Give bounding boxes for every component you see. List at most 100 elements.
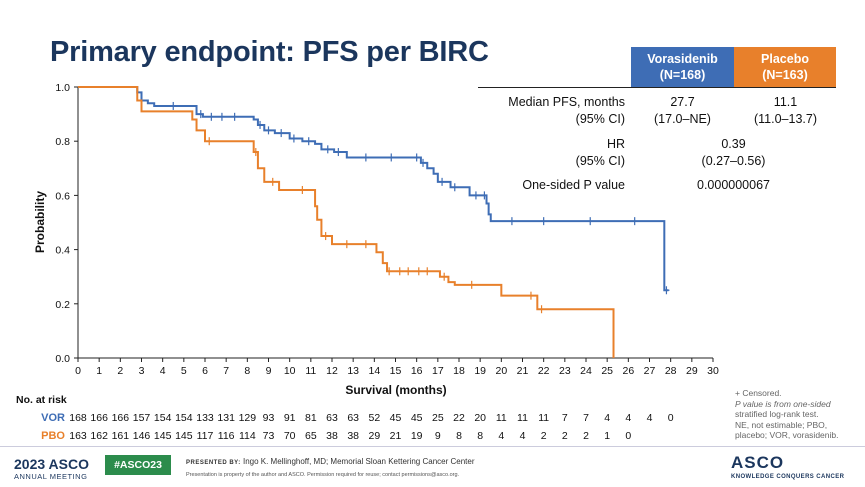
censor-mark-vor bbox=[208, 112, 215, 121]
censor-mark-vor bbox=[413, 153, 420, 162]
censor-mark-vor bbox=[631, 217, 638, 226]
at-risk-pbo-count: 146 bbox=[132, 430, 151, 442]
at-risk-vor-count: 0 bbox=[667, 412, 674, 424]
at-risk-vor-count: 52 bbox=[368, 412, 381, 424]
x-tick-label: 0 bbox=[75, 365, 81, 377]
censor-mark-pbo bbox=[386, 267, 393, 276]
y-tick-label: 0.4 bbox=[55, 245, 70, 257]
x-tick-label: 7 bbox=[223, 365, 229, 377]
hr-label: HR bbox=[606, 137, 625, 151]
x-tick-label: 6 bbox=[202, 365, 208, 377]
censor-mark-pbo bbox=[362, 240, 369, 249]
censor-mark-pbo bbox=[343, 240, 350, 249]
asco-tagline: KNOWLEDGE CONQUERS CANCER bbox=[731, 474, 845, 480]
y-tick-label: 0.0 bbox=[55, 353, 70, 365]
at-risk-vor-count: 133 bbox=[196, 412, 214, 424]
at-risk-vor-count: 129 bbox=[238, 412, 257, 424]
at-risk-vor-label: VOR bbox=[41, 412, 65, 424]
page-title: Primary endpoint: PFS per BIRC bbox=[50, 36, 489, 68]
at-risk-vor-count: 168 bbox=[69, 412, 87, 424]
at-risk-vor-count: 7 bbox=[583, 412, 589, 424]
censor-mark-pbo bbox=[424, 267, 431, 276]
censor-mark-vor bbox=[278, 129, 285, 138]
x-tick-label: 10 bbox=[284, 365, 296, 377]
x-tick-label: 30 bbox=[707, 365, 719, 377]
at-risk-pbo-count: 65 bbox=[304, 430, 317, 442]
hr-ci-label: (95% CI) bbox=[575, 154, 625, 168]
km-curve-vor bbox=[78, 86, 669, 292]
hr-value: 0.39 bbox=[721, 137, 746, 151]
censor-mark-vor bbox=[362, 153, 369, 162]
at-risk-vor-count: 7 bbox=[561, 412, 568, 424]
median-pfs-ci-label: (95% CI) bbox=[575, 112, 625, 126]
censor-mark-vor bbox=[439, 177, 446, 186]
censor-mark-vor bbox=[170, 101, 177, 110]
censor-mark-pbo bbox=[322, 232, 329, 241]
p-value-label: One-sided P value bbox=[522, 178, 625, 192]
x-tick-label: 13 bbox=[347, 365, 359, 377]
censor-mark-vor bbox=[290, 134, 297, 143]
pbo-median-ci: (11.0–13.7) bbox=[753, 112, 817, 126]
at-risk-pbo-count: 9 bbox=[434, 430, 441, 442]
at-risk-pbo-count: 4 bbox=[519, 430, 526, 442]
at-risk-pbo-count: 29 bbox=[368, 430, 381, 442]
pbo-median-pfs: 11.1 bbox=[773, 95, 798, 109]
at-risk-vor-count: 166 bbox=[90, 412, 108, 424]
at-risk-pbo-count: 145 bbox=[175, 430, 193, 442]
at-risk-pbo-count: 38 bbox=[326, 430, 338, 442]
at-risk-vor-count: 63 bbox=[326, 412, 338, 424]
at-risk-vor-count: 25 bbox=[431, 412, 444, 424]
x-tick-label: 28 bbox=[665, 365, 677, 377]
x-tick-label: 12 bbox=[326, 365, 338, 377]
x-tick-label: 25 bbox=[601, 365, 613, 377]
at-risk-pbo-count: 114 bbox=[238, 430, 256, 442]
y-tick-label: 1.0 bbox=[55, 82, 70, 94]
y-axis-label: Probability bbox=[33, 191, 47, 253]
at-risk-pbo-count: 162 bbox=[90, 430, 108, 442]
hr-ci-value: (0.27–0.56) bbox=[701, 154, 766, 168]
at-risk-pbo-count: 2 bbox=[540, 430, 547, 442]
censor-mark-pbo bbox=[538, 305, 545, 314]
at-risk-pbo-count: 4 bbox=[498, 430, 505, 442]
at-risk-vor-count: 154 bbox=[175, 412, 193, 424]
censor-mark-vor bbox=[388, 153, 395, 162]
x-tick-label: 14 bbox=[368, 365, 380, 377]
y-tick-label: 0.8 bbox=[55, 136, 70, 148]
censor-mark-pbo bbox=[206, 137, 213, 146]
km-chart: 0 1 2 3 4 5 6 7 8 9 10 11 12 13 14 15 16 17 18 19 20 21 22 23 24… bbox=[33, 82, 719, 397]
x-tick-label: 26 bbox=[622, 365, 634, 377]
at-risk-pbo-count: 21 bbox=[389, 430, 402, 442]
at-risk-vor-count: 131 bbox=[217, 412, 235, 424]
x-tick-label: 21 bbox=[517, 365, 529, 377]
censor-mark-pbo bbox=[405, 267, 412, 276]
p-value: 0.000000067 bbox=[697, 178, 770, 192]
permission-notice: Presentation is property of the author a… bbox=[186, 472, 460, 478]
x-tick-label: 5 bbox=[181, 365, 187, 377]
at-risk-pbo-count: 145 bbox=[153, 430, 172, 442]
asco-logo: ASCO bbox=[731, 453, 785, 472]
x-tick-label: 17 bbox=[432, 365, 444, 377]
at-risk-pbo-count: 38 bbox=[347, 430, 359, 442]
censor-mark-vor bbox=[663, 286, 670, 295]
asco-annual-logo: 2023 ASCO bbox=[14, 456, 89, 472]
at-risk-vor-count: 22 bbox=[453, 412, 465, 424]
at-risk-pbo-count: 1 bbox=[604, 430, 611, 442]
at-risk-pbo-count: 117 bbox=[196, 430, 214, 442]
x-tick-label: 18 bbox=[453, 365, 465, 377]
pbo-column-header: Placebo (N=163) bbox=[734, 47, 836, 87]
at-risk-vor-count: 11 bbox=[538, 412, 550, 424]
x-tick-label: 20 bbox=[495, 365, 507, 377]
censor-mark-pbo bbox=[441, 272, 448, 281]
at-risk-vor-count: 45 bbox=[389, 412, 402, 424]
censor-mark-vor bbox=[305, 137, 312, 146]
x-tick-label: 16 bbox=[411, 365, 423, 377]
vor-column-header: Vorasidenib (N=168) bbox=[631, 47, 734, 87]
table-rule bbox=[478, 87, 836, 88]
at-risk-vor-count: 63 bbox=[347, 412, 359, 424]
x-tick-label: 23 bbox=[559, 365, 571, 377]
at-risk-pbo-count: 2 bbox=[583, 430, 589, 442]
at-risk-pbo-count: 0 bbox=[625, 430, 632, 442]
censor-mark-vor bbox=[197, 110, 204, 119]
vor-median-ci: (17.0–NE) bbox=[654, 112, 711, 126]
censor-mark-pbo bbox=[468, 280, 475, 289]
